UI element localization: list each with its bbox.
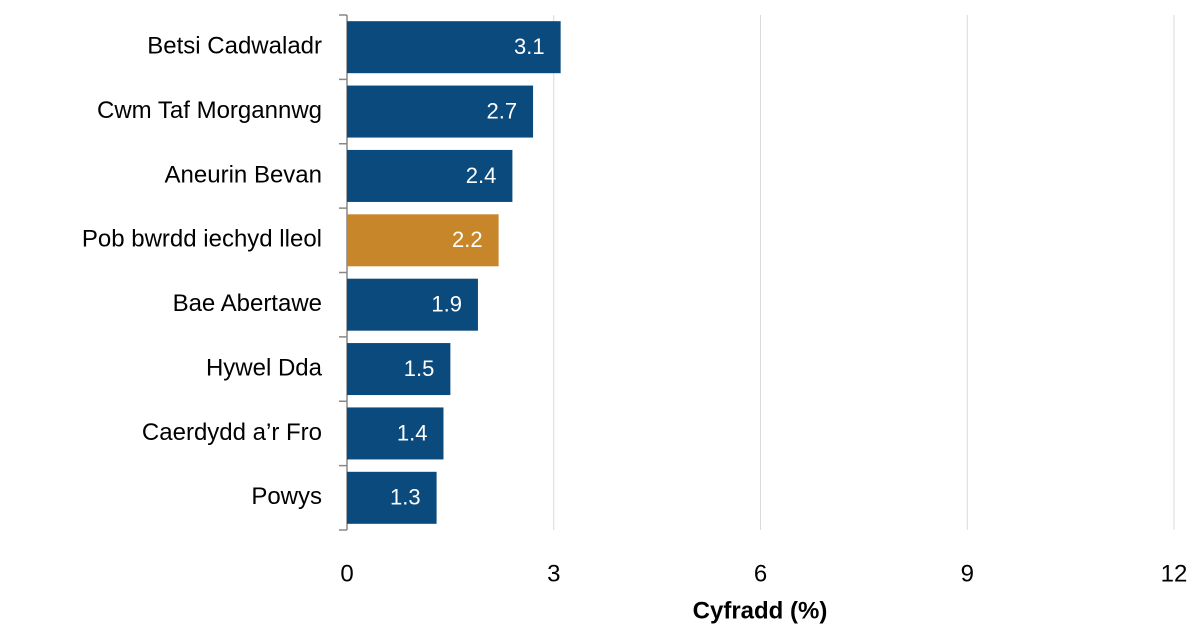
y-tick-label: Bae Abertawe — [173, 290, 322, 317]
value-label: 1.5 — [404, 356, 435, 381]
bar — [347, 149, 513, 202]
y-tick-label: Aneurin Bevan — [165, 161, 322, 188]
value-label: 2.4 — [466, 163, 497, 188]
bar — [347, 278, 478, 331]
value-label: 3.1 — [514, 34, 545, 59]
x-tick-label: 3 — [547, 560, 560, 587]
y-tick-label: Hywel Dda — [206, 354, 323, 381]
y-tick-label: Caerdydd a’r Fro — [142, 419, 322, 446]
y-tick-label: Betsi Cadwaladr — [147, 33, 322, 60]
x-axis-title: Cyfradd (%) — [693, 597, 828, 624]
x-tick-label: 0 — [340, 560, 353, 587]
value-label: 2.2 — [452, 227, 483, 252]
x-tick-label: 6 — [754, 560, 767, 587]
y-tick-label: Powys — [251, 483, 322, 510]
value-label: 2.7 — [486, 98, 517, 123]
value-label: 1.3 — [390, 485, 421, 510]
y-tick-label: Cwm Taf Morgannwg — [97, 97, 322, 124]
bar — [347, 85, 534, 138]
x-tick-label: 9 — [961, 560, 974, 587]
bar — [347, 343, 451, 396]
y-tick-label: Pob bwrdd iechyd lleol — [82, 226, 322, 253]
bar — [347, 214, 499, 267]
bar — [347, 407, 444, 460]
x-tick-label: 12 — [1161, 560, 1188, 587]
value-label: 1.4 — [397, 420, 428, 445]
value-label: 1.9 — [431, 292, 462, 317]
bar — [347, 21, 561, 74]
bar — [347, 471, 437, 524]
